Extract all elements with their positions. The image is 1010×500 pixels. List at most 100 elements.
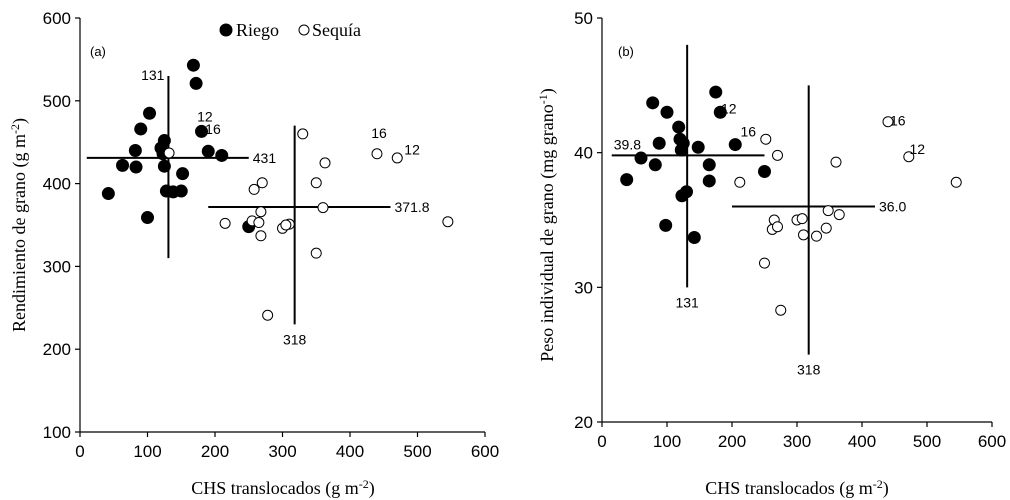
panel-b-label: (b) <box>618 44 634 59</box>
panel-a-sequia-point <box>280 219 292 231</box>
panel-b-sequia-point <box>772 149 783 161</box>
panel-b-reference-value-label: 39.8 <box>614 136 641 152</box>
panel-b-riego-point <box>648 158 662 172</box>
panel-b-y-tick-label: 30 <box>574 278 593 297</box>
panel-b-x-tick-label: 200 <box>718 432 746 451</box>
panel-b-reference-value-label: 36.0 <box>879 199 906 215</box>
panel-a-riego-point <box>141 211 154 225</box>
panel-b-x-axis-title: CHS translocados (g m-2) <box>705 477 888 499</box>
panel-b-sequia-point <box>796 213 808 225</box>
panel-b-reference-value-label: 318 <box>797 362 821 378</box>
panel-b-riego-point <box>674 143 688 157</box>
panel-a-sequia-point <box>317 202 329 214</box>
panel-b-sequia-point <box>798 229 809 241</box>
legend-sequia-marker <box>298 24 310 36</box>
legend-sequia-label: Sequía <box>312 20 361 40</box>
panel-a-y-tick-label: 200 <box>43 340 71 359</box>
panel-b-x-tick-label: 0 <box>597 432 606 451</box>
panel-a-sequia-point <box>253 217 265 229</box>
panel-a-y-tick-label: 100 <box>43 423 71 442</box>
legend-riego-marker <box>219 23 233 37</box>
panel-a-riego-point <box>143 106 157 120</box>
panel-a-sequia-point <box>255 206 267 218</box>
panel-b-sequia-point <box>772 221 783 233</box>
panel-a-riego-point <box>189 76 203 90</box>
panel-a-sequia-point <box>442 216 454 228</box>
panel-b-riego-point <box>713 105 727 119</box>
panel-a-x-tick-label: 0 <box>75 442 84 461</box>
panel-a-x-tick-label: 100 <box>133 442 161 461</box>
panel-b-point-label: 16 <box>740 124 756 140</box>
panel-a-reference-value-label: 371.8 <box>395 199 430 215</box>
panel-a-riego-point <box>201 144 215 158</box>
panel-b-reference-value-label: 131 <box>675 294 699 310</box>
panel-a-x-tick-label: 500 <box>403 442 431 461</box>
panel-b-y-tick-label: 40 <box>574 144 593 163</box>
panel-b-x-tick-label: 400 <box>848 432 876 451</box>
panel-a-point-label: 12 <box>404 142 420 158</box>
panel-b-sequia-point <box>903 151 915 163</box>
panel-b-y-tick-label: 50 <box>574 9 593 28</box>
panel-b-x-tick-label: 100 <box>653 432 681 451</box>
panel-a-sequia-point <box>219 217 231 229</box>
panel-b-point-label: 16 <box>890 113 906 129</box>
panel-a-sequia-point <box>297 128 309 140</box>
panel-b-riego-point <box>758 165 771 179</box>
panel-a-sequia-point <box>255 230 267 242</box>
panel-b-riego-point <box>728 138 742 152</box>
panel-b-point-label: 12 <box>721 101 737 117</box>
panel-b-riego-point <box>620 173 634 187</box>
panel-a-sequia-point <box>310 247 322 259</box>
panel-a-riego-point <box>129 160 143 174</box>
panel-b-riego-point <box>702 174 716 188</box>
panel-b-riego-point <box>709 85 723 99</box>
panel-a-sequia-point <box>163 147 175 159</box>
panel-a-riego-point <box>174 184 188 198</box>
panel-b-riego-point <box>675 189 689 203</box>
panel-a-riego-point <box>116 158 130 172</box>
panel-a-sequia-point <box>310 177 322 189</box>
panel-b-y-tick-label: 20 <box>574 413 593 432</box>
panel-b-sequia-point <box>820 222 832 234</box>
panel-b-sequia-point <box>822 205 834 217</box>
panel-a-riego-point <box>128 143 142 157</box>
panel-b-y-axis-title: Peso individual de grano (mg grano-1) <box>536 88 558 361</box>
panel-a-y-tick-label: 400 <box>43 175 71 194</box>
panel-a-y-tick-label: 300 <box>43 257 71 276</box>
panel-a-y-tick-label: 600 <box>43 9 71 28</box>
panel-a-point-label: 16 <box>371 125 387 141</box>
panel-b-riego-point <box>634 151 648 165</box>
panel-a-x-tick-label: 300 <box>268 442 296 461</box>
panel-b-sequia-point <box>759 257 770 269</box>
panel-a-sequia-point <box>248 183 260 195</box>
legend: Riego Sequía <box>219 20 361 40</box>
panel-b-sequia-point <box>882 116 894 128</box>
panel-a-x-tick-label: 400 <box>336 442 364 461</box>
panel-b-sequia-point <box>833 209 845 221</box>
panel-a-y-axis-title: Rendimiento de grano (g m-2) <box>8 118 30 332</box>
panel-b-riego-point <box>672 120 686 134</box>
panel-a-sequia-point <box>391 152 403 164</box>
panel-a-riego-point <box>195 124 208 138</box>
panel-b-sequia-point <box>830 156 842 168</box>
panel-b-riego-point <box>660 105 674 119</box>
panel-b-sequia-point <box>760 133 772 145</box>
panel-a-riego-point <box>186 58 200 72</box>
panel-b-sequia-point <box>734 176 746 188</box>
panel-a-riego-point <box>134 122 148 136</box>
panel-b-point-label: 12 <box>909 141 925 157</box>
panel-b-sequia-point <box>811 230 822 242</box>
panel-a-x-tick-label: 200 <box>201 442 229 461</box>
panel-b-x-tick-label: 300 <box>783 432 811 451</box>
legend-riego-label: Riego <box>236 20 279 40</box>
panel-b-x-tick-label: 500 <box>913 432 941 451</box>
panel-a-riego-point <box>157 159 171 173</box>
panel-b-riego-point <box>691 140 705 154</box>
panel-a-reference-value-label: 318 <box>283 331 307 347</box>
panel-a-riego-point <box>215 148 229 162</box>
panel-a-sequia-point <box>262 309 274 321</box>
panel-b-riego-point <box>687 231 701 245</box>
panel-a-sequia-point <box>256 177 268 189</box>
panel-b-sequia-point <box>950 176 962 188</box>
